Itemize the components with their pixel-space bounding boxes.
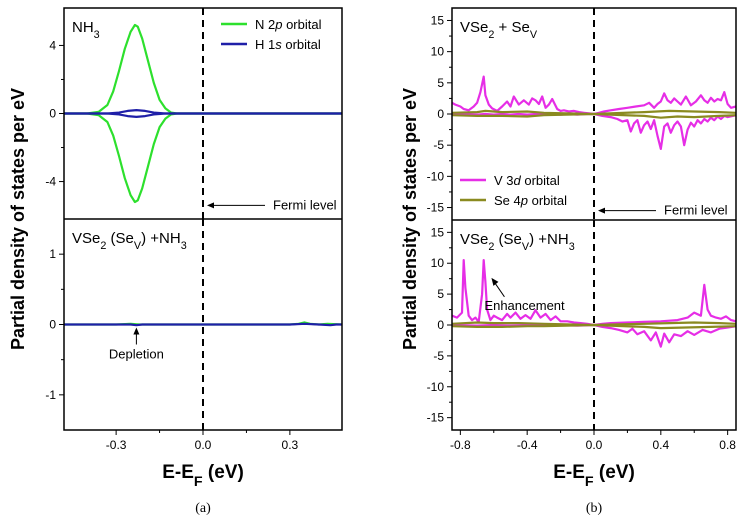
panel-title: NH3 [72, 19, 100, 41]
y-tick-label: -5 [433, 349, 444, 363]
y-tick-label: -1 [45, 388, 56, 402]
y-tick-label: 10 [431, 256, 445, 270]
y-tick-label: 0 [437, 107, 444, 121]
chart-b: -15 -10 -5 0 5 10 15 VSe2 + SeV V 3d orbital Se 4… [400, 7, 737, 516]
x-tick-label: 0.8 [719, 438, 736, 452]
y-tick-label: -10 [427, 380, 445, 394]
y-tick-label: 5 [437, 76, 444, 90]
y-tick-label: -10 [427, 169, 445, 183]
series-line-se-4p-orbital-down [452, 112, 736, 119]
y-axis-label: Partial density of states per eV [8, 88, 28, 350]
annotation-arrowhead [491, 277, 499, 286]
annotation-depletion: Depletion [109, 347, 164, 362]
series-line-h-1s-orbital-down [64, 112, 342, 119]
subfigure-caption: (a) [195, 501, 211, 516]
annotation-fermi-level: Fermi level [664, 203, 728, 218]
chart-b-panel-2: -15 -10 -5 0 5 10 15 VSe2 (SeV) +NH3 Enhancement [427, 220, 736, 430]
y-tick-label: 10 [431, 45, 445, 59]
panel-title: VSe2 (SeV) +NH3 [72, 230, 187, 252]
series-line-n-2p-orbital-up [64, 23, 342, 115]
x-tick-label: 0.0 [586, 438, 603, 452]
panel-title: VSe2 + SeV [460, 19, 538, 41]
series-line-v-3d-orbital-down [452, 112, 736, 150]
annotation-arrowhead [133, 327, 140, 335]
y-tick-label: -15 [427, 411, 445, 425]
x-tick-label: -0.4 [517, 438, 538, 452]
legend-label: N 2p orbital [255, 17, 322, 32]
annotation-fermi-level: Fermi level [273, 197, 337, 212]
series-line-v-3d-orbital-up [452, 259, 736, 327]
series-line-se-4p-orbital-down [452, 323, 736, 330]
y-tick-label: -15 [427, 201, 445, 215]
chart-a-panel-1: -4 0 4 NH3 N 2p orbital H 1s orbital Fermi lev… [45, 8, 342, 219]
x-tick-label: -0.3 [106, 438, 127, 452]
y-tick-label: 0 [437, 318, 444, 332]
series-group [64, 321, 342, 327]
legend-label: V 3d orbital [494, 173, 560, 188]
chart-a: -4 0 4 NH3 N 2p orbital H 1s orbital Fermi lev… [8, 7, 343, 516]
annotation-enhancement: Enhancement [484, 298, 565, 313]
chart-b-panel-1: -15 -10 -5 0 5 10 15 VSe2 + SeV V 3d orbital Se 4… [427, 8, 736, 220]
x-tick-label: 0.4 [652, 438, 669, 452]
x-tick-label: -0.8 [450, 438, 471, 452]
y-tick-label: 5 [437, 287, 444, 301]
y-tick-label: 4 [49, 38, 56, 52]
x-axis-label: E-EF (eV) [553, 462, 635, 490]
series-line-se-4p-orbital-up [452, 109, 736, 116]
y-axis-label: Partial density of states per eV [400, 88, 420, 350]
y-tick-label: 1 [49, 247, 56, 261]
series-group [64, 23, 342, 204]
y-tick-label: 0 [49, 107, 56, 121]
series-group [452, 75, 736, 150]
y-tick-label: 15 [431, 225, 445, 239]
panel-title: VSe2 (SeV) +NH3 [460, 231, 575, 253]
series-group [452, 259, 736, 348]
chart-a-panel-2: -1 0 1 VSe2 (SeV) +NH3 Depletion [45, 219, 342, 430]
annotation-arrowhead [207, 202, 214, 209]
y-tick-label: -5 [433, 138, 444, 152]
x-tick-label: 0.0 [195, 438, 212, 452]
series-line-h-1s-orbital [64, 322, 342, 327]
annotation-arrowhead [598, 207, 605, 214]
y-tick-label: -4 [45, 175, 56, 189]
y-tick-label: 0 [49, 318, 56, 332]
subfigure-caption: (b) [586, 501, 603, 516]
legend-label: H 1s orbital [255, 37, 321, 52]
x-axis-label: E-EF (eV) [162, 462, 244, 490]
series-line-n-2p-orbital-down [64, 112, 342, 204]
legend-label: Se 4p orbital [494, 193, 567, 208]
x-tick-label: 0.3 [282, 438, 299, 452]
y-tick-label: 15 [431, 13, 445, 27]
